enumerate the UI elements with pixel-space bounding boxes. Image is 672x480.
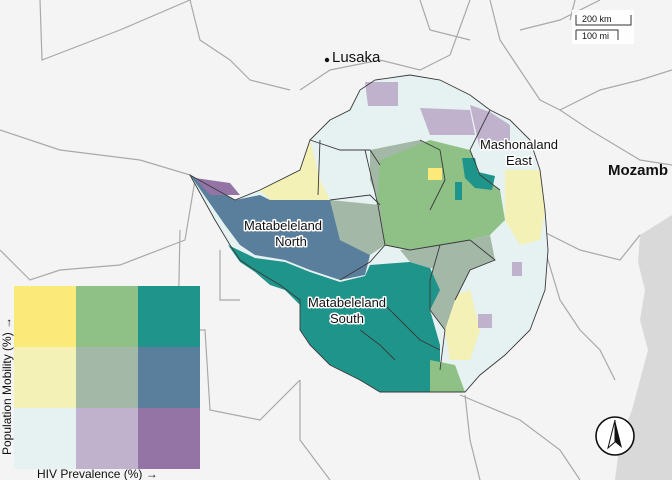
lusaka-point [324, 57, 330, 63]
country-label: Mozamb [608, 162, 668, 179]
svg-text:South: South [330, 311, 364, 326]
legend-cell [76, 408, 138, 469]
legend-cell [76, 286, 138, 347]
svg-text:Matabeleland: Matabeleland [308, 295, 386, 310]
svg-text:Matabeleland: Matabeleland [244, 218, 322, 233]
legend-x-axis-label: HIV Prevalence (%) → [37, 467, 158, 480]
svg-text:North: North [275, 234, 307, 249]
north-arrow-icon [595, 416, 635, 456]
legend-cell [138, 347, 200, 408]
scale-km-label: 200 km [582, 14, 612, 24]
region-label-matabeleland-south: Matabeleland South [306, 294, 387, 328]
legend-cell [138, 408, 200, 469]
ocean-area [615, 215, 672, 480]
scale-mi-label: 100 mi [582, 31, 609, 41]
legend-cell [138, 286, 200, 347]
legend-grid [14, 286, 200, 469]
svg-text:Mashonaland: Mashonaland [480, 137, 558, 152]
scale-bar: 200 km 100 mi [572, 10, 634, 44]
capital-label: Lusaka [332, 49, 381, 66]
legend-cell [14, 286, 76, 347]
legend-cell [14, 408, 76, 469]
region-label-matabeleland-north: Matabeleland North [242, 217, 323, 251]
region-label-mashonaland-east: Mashonaland East [478, 136, 559, 170]
bivariate-legend: Population Mobility (%) → HIV Prevalence… [0, 286, 200, 480]
svg-text:East: East [506, 153, 532, 168]
legend-y-axis-label: Population Mobility (%) → [0, 317, 14, 455]
legend-cell [14, 347, 76, 408]
district-boundaries [188, 74, 549, 393]
legend-cell [76, 347, 138, 408]
